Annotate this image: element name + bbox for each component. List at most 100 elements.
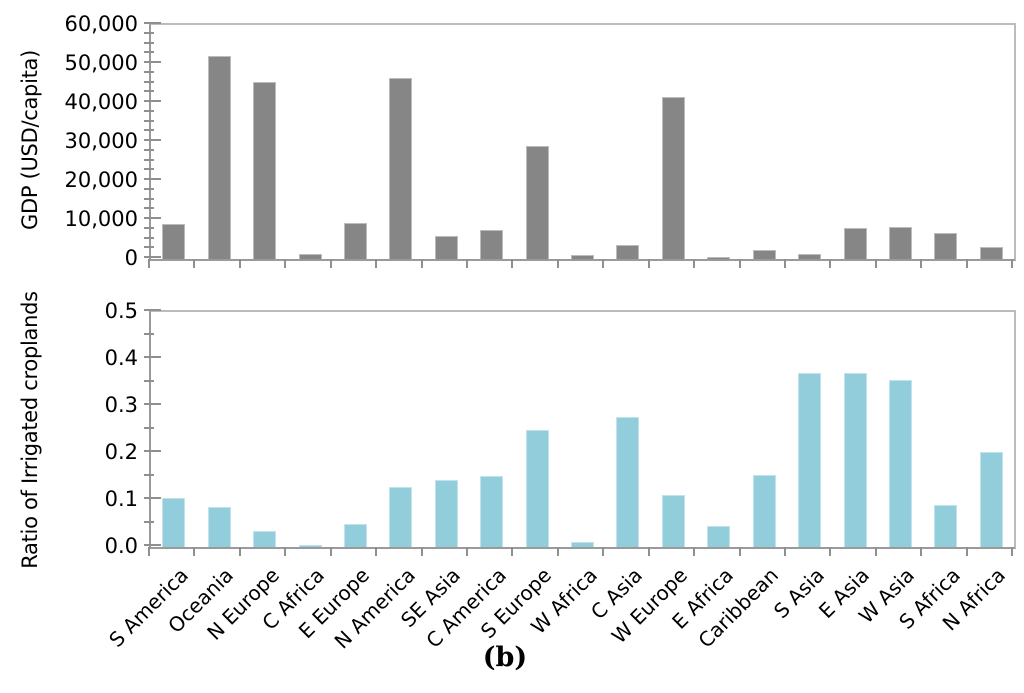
y-major-tick (144, 256, 161, 258)
y-tick-label: 0.3 (104, 393, 138, 417)
x-boundary-tick (874, 547, 877, 556)
y-minor-tick (144, 119, 154, 122)
bar-w-africa (571, 255, 594, 259)
bar-w-asia (888, 379, 912, 547)
y-tick-label: 10,000 (64, 207, 138, 231)
y-minor-tick (144, 379, 154, 382)
x-boundary-tick (647, 259, 650, 268)
y-major-tick (144, 544, 161, 546)
y-major-tick (144, 217, 161, 219)
bar-s-america (162, 497, 186, 547)
x-boundary-tick (556, 259, 559, 268)
y-major-tick (144, 100, 161, 102)
bar-oceania (207, 56, 231, 259)
y-tick-label: 0.0 (104, 534, 138, 558)
x-boundary-tick (647, 547, 650, 556)
x-boundary-tick (148, 547, 150, 556)
x-boundary-tick (465, 547, 468, 556)
y-minor-tick (144, 70, 154, 73)
y-tick-label: 50,000 (64, 51, 138, 75)
y-minor-tick (144, 51, 154, 54)
bar-e-africa (707, 257, 731, 259)
x-boundary-tick (738, 259, 741, 268)
y-major-tick (144, 309, 161, 311)
x-boundary-tick (193, 547, 196, 556)
y-minor-tick (144, 148, 154, 151)
y-tick-label: 0.1 (104, 487, 138, 511)
bar-c-america (480, 230, 504, 259)
y-tick-label: 60,000 (64, 12, 138, 36)
y-minor-tick (144, 31, 154, 34)
bar-caribbean (752, 474, 776, 547)
x-boundary-tick (511, 547, 514, 556)
bar-s-africa (934, 233, 958, 259)
bar-n-america (389, 486, 413, 547)
x-boundary-tick (148, 259, 150, 268)
y-tick-label: 0.4 (104, 346, 138, 370)
y-major-tick (144, 356, 161, 358)
y-tick-label: 0 (124, 246, 138, 270)
y-minor-tick (144, 197, 154, 200)
bar-c-america (480, 476, 504, 547)
bar-n-europe (253, 530, 277, 547)
y-minor-tick (144, 187, 154, 190)
x-boundary-tick (238, 547, 241, 556)
bar-e-europe (343, 523, 367, 547)
ratio-plot-area (149, 310, 1016, 549)
x-boundary-tick (511, 259, 514, 268)
x-boundary-tick (375, 259, 378, 268)
y-minor-tick (144, 332, 154, 335)
bar-s-america (162, 223, 186, 259)
y-minor-tick (144, 80, 154, 83)
x-boundary-tick (329, 547, 332, 556)
y-minor-tick (144, 109, 154, 112)
y-tick-label: 0.2 (104, 440, 138, 464)
bar-w-europe (661, 495, 685, 547)
x-boundary-tick (238, 259, 241, 268)
bar-n-america (389, 77, 413, 259)
x-boundary-tick (556, 547, 559, 556)
bar-e-africa (707, 525, 731, 547)
x-boundary-tick (920, 547, 923, 556)
y-minor-tick (144, 129, 154, 132)
bar-oceania (207, 507, 231, 547)
bar-c-asia (616, 245, 640, 259)
y-major-tick (144, 61, 161, 63)
y-minor-tick (144, 426, 154, 429)
bar-s-europe (525, 145, 549, 259)
x-boundary-tick (420, 547, 423, 556)
y-minor-tick (144, 90, 154, 93)
bar-s-asia (798, 253, 822, 259)
x-boundary-tick (693, 259, 696, 268)
bar-n-africa (979, 451, 1003, 547)
y-major-tick (144, 497, 161, 499)
y-minor-tick (144, 226, 154, 229)
y-tick-label: 30,000 (64, 129, 138, 153)
y-minor-tick (144, 41, 154, 44)
bar-c-africa (298, 254, 322, 259)
y-major-tick (144, 178, 161, 180)
bar-w-asia (888, 227, 912, 259)
bar-s-africa (934, 504, 958, 547)
y-minor-tick (144, 520, 154, 523)
bar-e-europe (343, 222, 367, 259)
x-boundary-tick (420, 259, 423, 268)
bar-w-africa (571, 542, 594, 547)
x-boundary-tick (738, 547, 741, 556)
bar-s-europe (525, 429, 549, 547)
bar-w-europe (661, 97, 685, 259)
x-boundary-tick (284, 259, 287, 268)
y-tick-label: 0.5 (104, 299, 138, 323)
y-minor-tick (144, 473, 154, 476)
bar-se-asia (434, 235, 458, 259)
ratio-y-axis-title: Ratio of Irrigated croplands (18, 291, 42, 569)
x-boundary-tick (874, 259, 877, 268)
bar-s-asia (798, 372, 822, 547)
x-boundary-tick (602, 547, 605, 556)
x-boundary-tick (829, 259, 832, 268)
x-boundary-tick (329, 259, 332, 268)
bar-n-africa (979, 247, 1003, 259)
y-major-tick (144, 22, 161, 24)
